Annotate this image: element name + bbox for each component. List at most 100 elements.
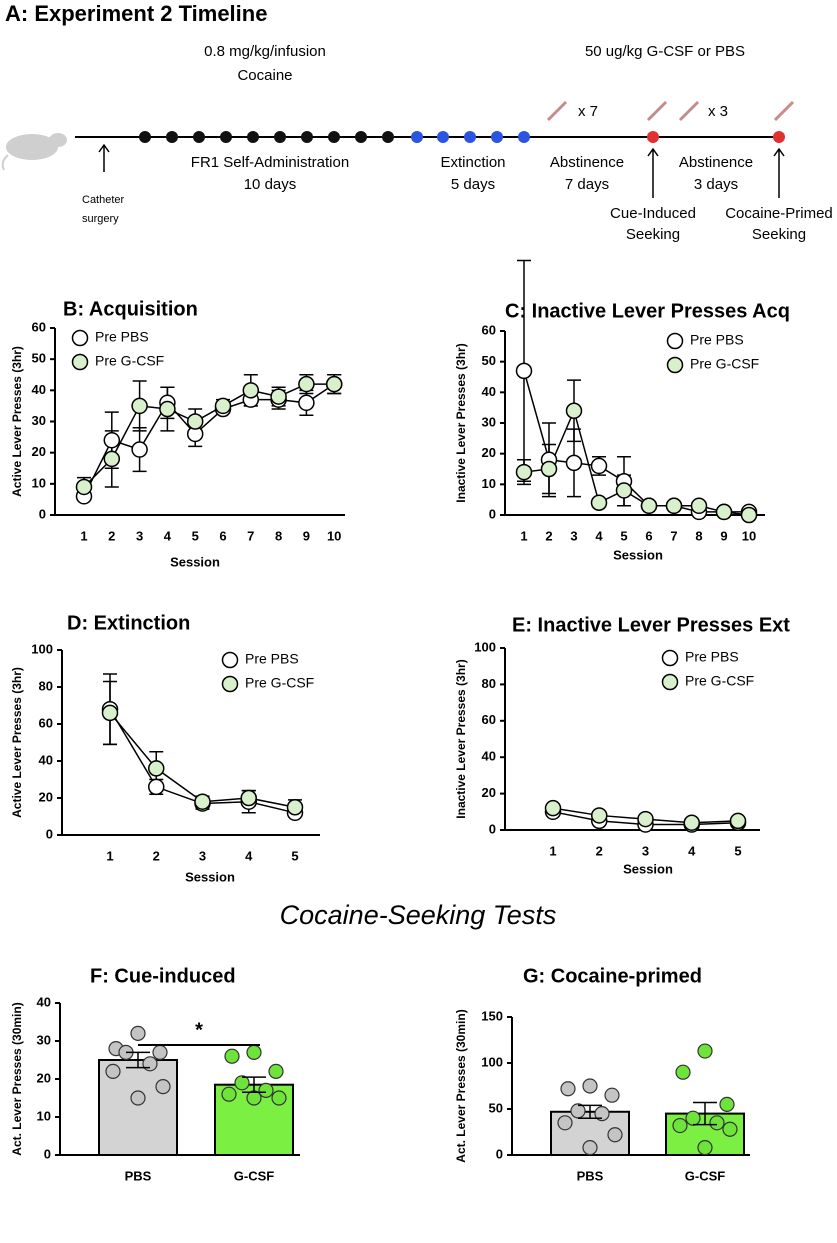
x-tick-label: 10	[327, 528, 341, 543]
series-line	[523, 408, 750, 516]
data-point	[214, 397, 232, 415]
significance-label: *	[195, 1019, 203, 1041]
x-tick-label: 5	[734, 843, 741, 858]
data-point	[224, 1048, 240, 1064]
data-point	[258, 1082, 274, 1099]
y-tick-label: 50	[32, 351, 46, 366]
panel-title: A: Experiment 2 Timeline	[5, 1, 267, 26]
x-axis-label: Session	[623, 861, 673, 876]
data-point	[582, 1140, 598, 1156]
rat-icon	[1, 154, 9, 171]
label: x 3	[708, 103, 728, 120]
phase-label: Extinction	[440, 154, 505, 171]
x-tick-label: 2	[108, 528, 115, 543]
data-point	[130, 1090, 146, 1106]
x-tick-label: 4	[595, 528, 603, 543]
data-point	[590, 457, 608, 475]
data-point	[565, 454, 583, 472]
arrows	[98, 143, 785, 198]
series-line	[83, 383, 335, 497]
data-point	[194, 793, 211, 810]
x-tick-label: 5	[192, 528, 199, 543]
legend-marker	[666, 356, 684, 374]
y-tick-label: 40	[482, 384, 496, 399]
chart-title: B: Acquisition	[63, 298, 198, 320]
y-tick-label: 60	[32, 319, 46, 334]
series-line	[109, 712, 296, 808]
data-point	[221, 1086, 237, 1102]
data-point	[152, 1044, 168, 1061]
y-tick-label: 0	[489, 821, 496, 836]
x-axis-label: Session	[613, 547, 663, 562]
y-tick-label: 60	[482, 322, 496, 337]
y-tick-label: 30	[482, 414, 496, 429]
error-bar	[126, 1051, 150, 1069]
y-tick-label: 50	[489, 1100, 503, 1115]
y-axis-label: Inactive Lever Presses (3hr)	[454, 659, 468, 818]
legend-marker	[71, 329, 89, 347]
legend-marker	[666, 332, 684, 350]
x-tick-label: 4	[164, 528, 172, 543]
chart-title: F: Cue-induced	[90, 965, 236, 987]
data-point	[103, 431, 121, 449]
y-axis-label: Active Lever Presses (3hr)	[10, 346, 24, 497]
rat-icon	[6, 134, 58, 160]
data-point	[560, 1081, 576, 1097]
legend-label: Pre G-CSF	[95, 353, 164, 369]
y-tick-label: 60	[482, 712, 496, 727]
rat-icon	[49, 133, 67, 147]
syringes	[546, 100, 795, 122]
y-tick-label: 80	[39, 678, 53, 693]
error-bar	[693, 1101, 717, 1126]
data-point	[544, 799, 562, 817]
data-point	[515, 362, 533, 380]
x-tick-label: 5	[620, 528, 627, 543]
data-point	[286, 799, 304, 816]
data-point	[565, 402, 583, 419]
data-point	[148, 778, 165, 796]
data-point	[131, 441, 148, 458]
x-tick-label: 6	[645, 528, 652, 543]
x-tick-label: 6	[219, 528, 226, 543]
data-point	[719, 1096, 735, 1113]
x-tick-label: 3	[642, 843, 649, 858]
y-tick-label: 0	[46, 826, 53, 841]
y-tick-label: 0	[44, 1146, 51, 1161]
label: surgery	[82, 213, 119, 225]
x-tick-label: 9	[720, 528, 727, 543]
x-tick-label: 5	[291, 848, 298, 863]
y-tick-label: 100	[481, 1054, 503, 1069]
x-tick-label: 9	[303, 528, 310, 543]
data-point	[159, 400, 176, 418]
data-point	[155, 1078, 171, 1095]
data-point	[697, 1043, 713, 1059]
legend-label: Pre PBS	[690, 332, 744, 348]
data-point	[729, 812, 747, 830]
x-tick-label: 7	[247, 528, 254, 543]
data-point	[234, 1075, 250, 1091]
data-point	[75, 478, 93, 496]
x-tick-label: G-CSF	[685, 1168, 726, 1183]
x-tick-label: 2	[596, 843, 603, 858]
data-point	[604, 1087, 620, 1103]
y-tick-label: 40	[39, 752, 53, 767]
data-point	[591, 807, 608, 824]
legend-label: Pre PBS	[95, 329, 149, 345]
x-tick-label: 1	[106, 848, 113, 863]
chart-title: G: Cocaine-primed	[523, 965, 702, 987]
data-point	[240, 789, 257, 807]
y-tick-label: 20	[37, 1070, 51, 1085]
phase-duration: 10 days	[244, 176, 297, 193]
data-point	[105, 1063, 121, 1080]
legend-label: Pre G-CSF	[690, 356, 759, 372]
data-point	[590, 494, 608, 511]
y-tick-label: 100	[474, 639, 496, 654]
x-tick-label: 8	[275, 528, 282, 543]
legend-label: Pre G-CSF	[245, 675, 314, 691]
y-axis-label: Active Lever Presses (3hr)	[10, 667, 24, 818]
x-axis-label: Session	[185, 869, 235, 884]
phase-duration: 3 days	[694, 176, 738, 193]
y-tick-label: 10	[32, 475, 46, 490]
data-point	[665, 497, 683, 515]
data-point	[148, 760, 165, 777]
